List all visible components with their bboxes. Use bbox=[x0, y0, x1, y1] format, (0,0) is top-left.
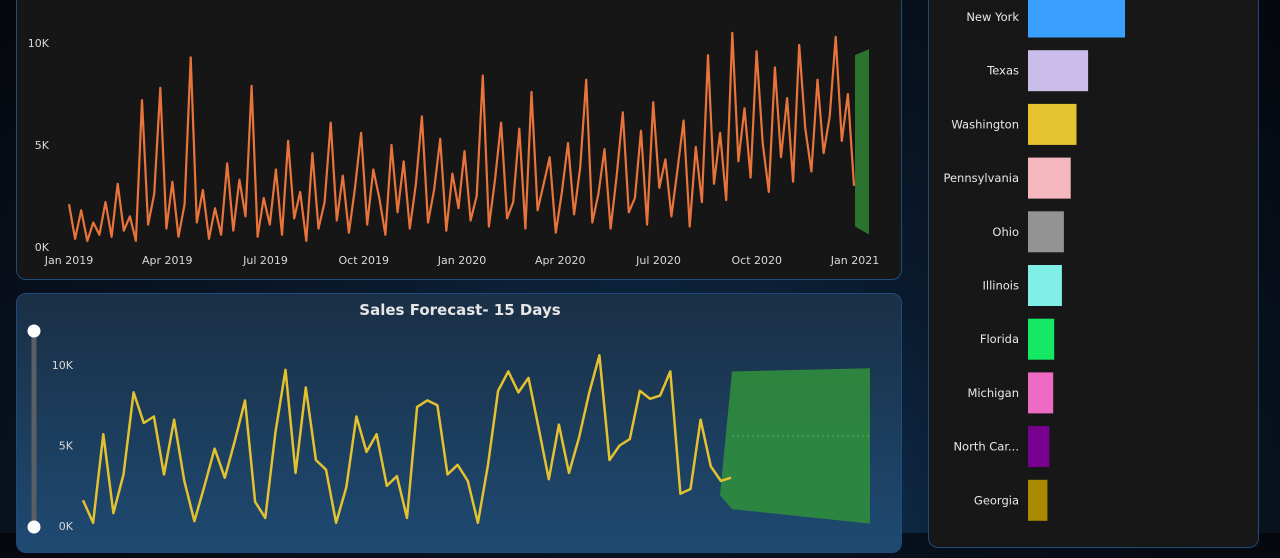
y-tick-label: 5K bbox=[35, 139, 50, 152]
x-tick-label: Apr 2020 bbox=[535, 254, 586, 267]
bar-category-label: Illinois bbox=[983, 279, 1020, 293]
state-bar[interactable] bbox=[1028, 479, 1048, 521]
bar-category-label: North Car... bbox=[953, 440, 1019, 454]
x-tick-label: Oct 2020 bbox=[731, 254, 782, 267]
y-tick-label: 10K bbox=[28, 37, 50, 50]
forecast-band bbox=[855, 49, 869, 235]
bar-category-label: Pennsylvania bbox=[943, 171, 1019, 185]
bar-category-label: Ohio bbox=[992, 225, 1019, 239]
state-bar[interactable] bbox=[1028, 265, 1062, 306]
y-tick-label: 5K bbox=[59, 440, 74, 453]
sales-by-state-chart: New York Texas Washington Pennsylvania Ohio I… bbox=[943, 0, 1125, 521]
forecast-line bbox=[81, 354, 732, 525]
state-bar[interactable] bbox=[1028, 157, 1071, 199]
bar-category-label: Georgia bbox=[974, 493, 1019, 507]
state-bar[interactable] bbox=[1028, 211, 1064, 253]
y-tick-label: 0K bbox=[35, 241, 50, 254]
chart-title: Sales Forecast- 15 Days bbox=[359, 301, 560, 319]
bar-category-label: Florida bbox=[980, 332, 1019, 346]
sales-by-state-panel: New York Texas Washington Pennsylvania Ohio I… bbox=[928, 0, 1259, 548]
daily-sales-panel: 0K 5K 10K Jan 2019 Apr 2019 Jul 2019 Oct 2019 J… bbox=[16, 0, 902, 280]
state-bar[interactable] bbox=[1028, 318, 1055, 360]
bar-category-label: New York bbox=[966, 10, 1019, 24]
x-tick-label: Oct 2019 bbox=[338, 254, 389, 267]
sales-forecast-chart: Sales Forecast- 15 Days 0K 5K 10K bbox=[27, 301, 870, 534]
y-tick-label: 10K bbox=[52, 359, 74, 372]
x-tick-label: Jan 2019 bbox=[44, 254, 93, 267]
x-tick-label: Jul 2019 bbox=[242, 254, 288, 267]
bar-category-label: Washington bbox=[951, 117, 1019, 131]
state-bar[interactable] bbox=[1028, 103, 1077, 145]
zoom-slider-top-handle[interactable] bbox=[27, 324, 41, 338]
daily-sales-chart: 0K 5K 10K Jan 2019 Apr 2019 Jul 2019 Oct 2019 J… bbox=[28, 31, 879, 267]
state-bar[interactable] bbox=[1028, 426, 1050, 468]
sales-forecast-panel: Sales Forecast- 15 Days 0K 5K 10K bbox=[16, 293, 902, 553]
x-tick-label: Apr 2019 bbox=[142, 254, 193, 267]
x-tick-label: Jul 2020 bbox=[635, 254, 681, 267]
state-bar[interactable] bbox=[1028, 0, 1125, 38]
x-tick-label: Jan 2021 bbox=[830, 254, 879, 267]
y-tick-label: 0K bbox=[59, 520, 74, 533]
zoom-slider-bottom-handle[interactable] bbox=[27, 520, 41, 534]
sales-line bbox=[67, 31, 856, 242]
state-bar[interactable] bbox=[1028, 50, 1089, 92]
state-bar[interactable] bbox=[1028, 372, 1054, 414]
bar-category-label: Michigan bbox=[967, 386, 1019, 400]
forecast-band bbox=[720, 368, 870, 524]
x-tick-label: Jan 2020 bbox=[437, 254, 486, 267]
bar-category-label: Texas bbox=[986, 64, 1019, 78]
